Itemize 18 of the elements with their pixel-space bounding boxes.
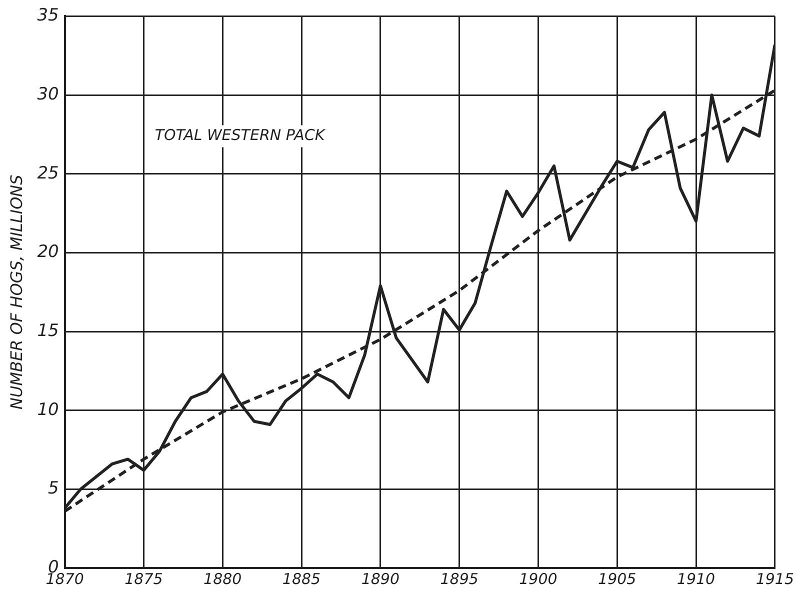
y-tick-label: 10: [37, 400, 59, 420]
x-tick-label: 1915: [756, 570, 794, 588]
y-axis-title: NUMBER OF HOGS, MILLIONS: [6, 174, 26, 410]
y-tick-label: 20: [37, 242, 59, 262]
x-tick-label: 1875: [124, 570, 163, 588]
y-tick-label: 25: [37, 163, 59, 184]
x-tick-label: 1900: [519, 570, 558, 588]
x-tick-label: 1905: [598, 570, 636, 588]
annotation: TOTAL WESTERN PACK: [154, 126, 326, 144]
x-tick-label: 1910: [676, 570, 716, 588]
y-tick-label: 35: [37, 6, 59, 26]
y-tick-label: 30: [37, 84, 59, 104]
x-tick-label: 1895: [440, 570, 478, 588]
y-tick-label: 15: [37, 320, 59, 341]
x-tick-label: 1890: [361, 570, 400, 588]
x-tick-label: 1880: [204, 570, 242, 588]
x-tick-label: 1885: [282, 570, 321, 588]
y-tick-label: 5: [48, 478, 59, 499]
